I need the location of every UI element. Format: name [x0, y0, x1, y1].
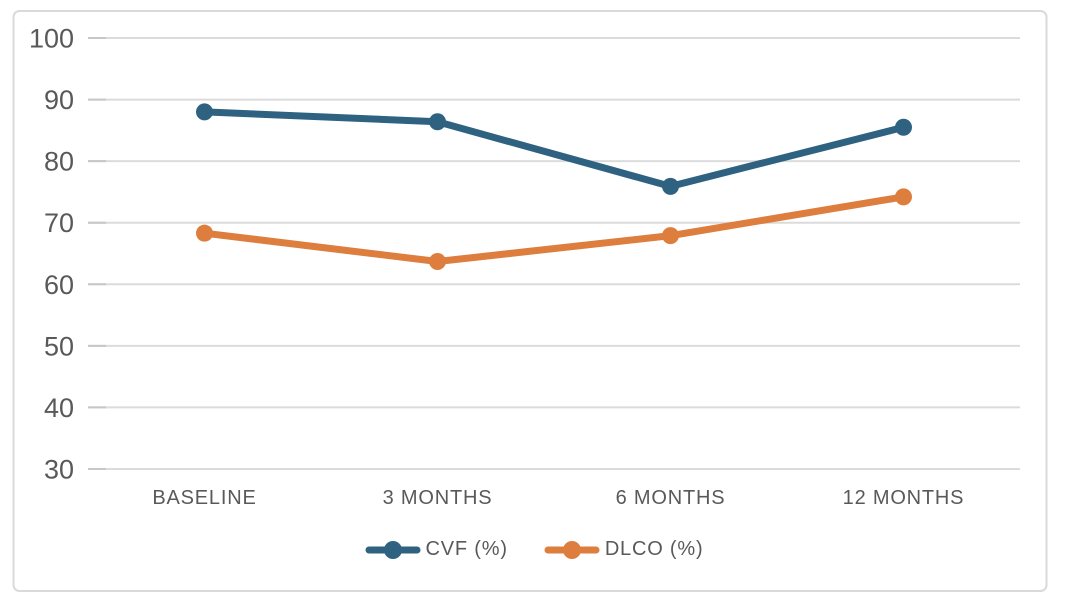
data-point-cvf	[196, 103, 213, 121]
data-point-dlco	[429, 253, 446, 271]
y-axis-tick-label: 40	[44, 393, 74, 423]
data-point-cvf	[429, 113, 446, 131]
legend-label-cvf: CVF (%)	[425, 538, 508, 560]
data-point-dlco	[662, 227, 679, 245]
data-point-dlco	[895, 188, 912, 206]
legend-label-dlco: DLCO (%)	[604, 538, 704, 560]
x-axis-category-label: 12 MONTHS	[843, 487, 965, 509]
x-axis-category-label: 6 MONTHS	[616, 487, 726, 509]
y-axis-tick-label: 90	[44, 85, 74, 115]
legend-marker-dlco-icon	[544, 540, 600, 559]
x-axis-category-label: BASELINE	[152, 487, 256, 509]
y-axis-tick-label: 70	[44, 208, 74, 238]
legend-marker-cvf-icon	[365, 540, 421, 559]
legend-item-cvf: CVF (%)	[365, 538, 508, 561]
y-axis-tick-label: 100	[29, 24, 74, 54]
data-point-cvf	[662, 177, 679, 195]
chart-legend: CVF (%) DLCO (%)	[0, 538, 1068, 561]
data-point-dlco	[196, 224, 213, 242]
y-axis-tick-label: 50	[44, 331, 74, 361]
y-axis-tick-label: 30	[44, 455, 74, 485]
series-line-cvf	[201, 108, 907, 190]
data-point-cvf	[895, 118, 912, 136]
series-line-dlco	[201, 193, 907, 266]
y-axis-tick-label: 60	[44, 270, 74, 300]
legend-item-dlco: DLCO (%)	[544, 538, 704, 561]
x-axis-category-label: 3 MONTHS	[383, 487, 493, 509]
y-axis-tick-label: 80	[44, 147, 74, 177]
